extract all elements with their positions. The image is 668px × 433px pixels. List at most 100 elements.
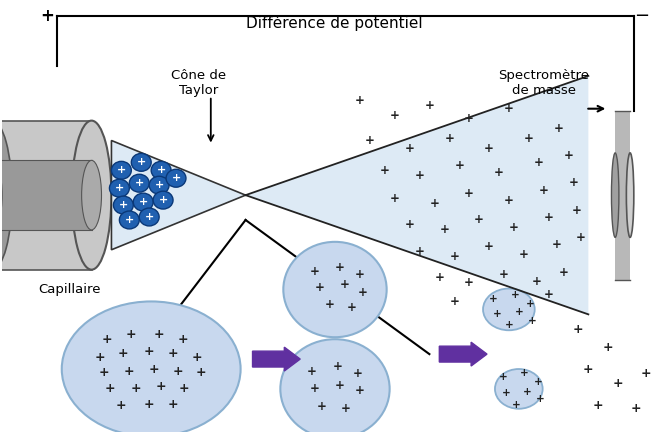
- Text: +: +: [379, 164, 389, 177]
- Text: +: +: [40, 7, 54, 25]
- Text: +: +: [178, 382, 189, 395]
- Text: +: +: [512, 400, 520, 410]
- Text: +: +: [504, 194, 514, 207]
- Text: +: +: [154, 180, 164, 190]
- Text: +: +: [502, 388, 510, 398]
- Ellipse shape: [483, 288, 534, 330]
- Text: +: +: [178, 333, 188, 346]
- Text: +: +: [538, 184, 548, 197]
- Text: +: +: [317, 400, 327, 413]
- Ellipse shape: [0, 160, 2, 230]
- Text: +: +: [444, 132, 454, 145]
- Ellipse shape: [112, 162, 132, 179]
- Ellipse shape: [71, 121, 112, 270]
- Text: +: +: [504, 102, 514, 115]
- Text: +: +: [415, 245, 424, 258]
- Text: +: +: [124, 365, 135, 378]
- Text: +: +: [522, 387, 531, 397]
- Text: +: +: [415, 169, 424, 182]
- Text: +: +: [482, 300, 492, 313]
- Ellipse shape: [81, 160, 102, 230]
- Text: +: +: [430, 197, 440, 210]
- Text: +: +: [504, 320, 513, 330]
- Text: +: +: [554, 122, 564, 135]
- Text: +: +: [534, 156, 544, 169]
- Text: +: +: [494, 166, 504, 179]
- Text: +: +: [131, 382, 142, 395]
- FancyArrow shape: [253, 347, 300, 371]
- Text: +: +: [389, 109, 399, 122]
- Text: +: +: [310, 382, 320, 395]
- Text: Différence de potentiel: Différence de potentiel: [246, 15, 422, 31]
- Text: +: +: [125, 215, 134, 225]
- Text: +: +: [528, 317, 537, 326]
- Text: +: +: [405, 218, 414, 232]
- Text: +: +: [158, 195, 168, 205]
- Text: +: +: [156, 381, 166, 394]
- Text: +: +: [315, 281, 325, 294]
- Ellipse shape: [120, 211, 139, 229]
- Text: +: +: [115, 183, 124, 193]
- Text: +: +: [499, 268, 509, 281]
- Text: +: +: [532, 275, 542, 288]
- Text: +: +: [509, 221, 519, 234]
- Ellipse shape: [153, 191, 173, 209]
- Text: +: +: [118, 347, 129, 360]
- Text: +: +: [593, 399, 604, 412]
- Ellipse shape: [114, 196, 134, 214]
- Text: +: +: [434, 271, 444, 284]
- Text: +: +: [464, 112, 474, 125]
- Text: +: +: [564, 149, 573, 162]
- Text: −: −: [635, 7, 649, 25]
- Text: +: +: [575, 231, 585, 244]
- Text: +: +: [514, 307, 523, 317]
- Text: +: +: [144, 398, 154, 411]
- Text: +: +: [116, 399, 127, 412]
- Text: +: +: [137, 157, 146, 167]
- Text: +: +: [519, 248, 528, 261]
- Text: +: +: [168, 398, 178, 411]
- Text: +: +: [365, 134, 375, 147]
- Text: +: +: [474, 213, 484, 226]
- Text: +: +: [149, 362, 160, 375]
- Polygon shape: [615, 111, 630, 280]
- Text: +: +: [138, 197, 148, 207]
- Text: +: +: [104, 382, 115, 395]
- Text: +: +: [353, 368, 363, 381]
- Text: +: +: [355, 268, 365, 281]
- Text: +: +: [389, 192, 399, 205]
- Ellipse shape: [151, 162, 171, 179]
- Ellipse shape: [61, 301, 240, 433]
- Text: +: +: [340, 278, 350, 291]
- Text: +: +: [333, 359, 343, 372]
- Text: +: +: [358, 286, 368, 299]
- Polygon shape: [246, 76, 589, 314]
- Text: +: +: [544, 288, 554, 301]
- Ellipse shape: [611, 153, 619, 237]
- Text: +: +: [192, 351, 202, 364]
- Ellipse shape: [134, 193, 153, 211]
- Text: Cône de
Taylor: Cône de Taylor: [171, 69, 226, 97]
- Ellipse shape: [281, 339, 389, 433]
- Text: +: +: [464, 187, 474, 200]
- Text: +: +: [641, 368, 651, 381]
- Text: +: +: [573, 323, 584, 336]
- Text: +: +: [454, 159, 464, 172]
- FancyArrow shape: [440, 342, 487, 366]
- Text: +: +: [94, 351, 105, 364]
- Text: +: +: [335, 261, 345, 274]
- Ellipse shape: [139, 208, 159, 226]
- Text: +: +: [154, 328, 164, 341]
- Text: +: +: [526, 300, 535, 310]
- Text: +: +: [355, 94, 365, 107]
- Text: +: +: [498, 372, 507, 382]
- Text: Spectromètre
de masse: Spectromètre de masse: [498, 69, 589, 97]
- Text: +: +: [536, 394, 545, 404]
- Text: +: +: [168, 347, 178, 360]
- Text: +: +: [156, 165, 166, 175]
- Ellipse shape: [166, 169, 186, 187]
- Text: +: +: [552, 238, 562, 251]
- Text: +: +: [603, 341, 613, 354]
- Text: +: +: [488, 294, 498, 304]
- Text: +: +: [510, 291, 519, 301]
